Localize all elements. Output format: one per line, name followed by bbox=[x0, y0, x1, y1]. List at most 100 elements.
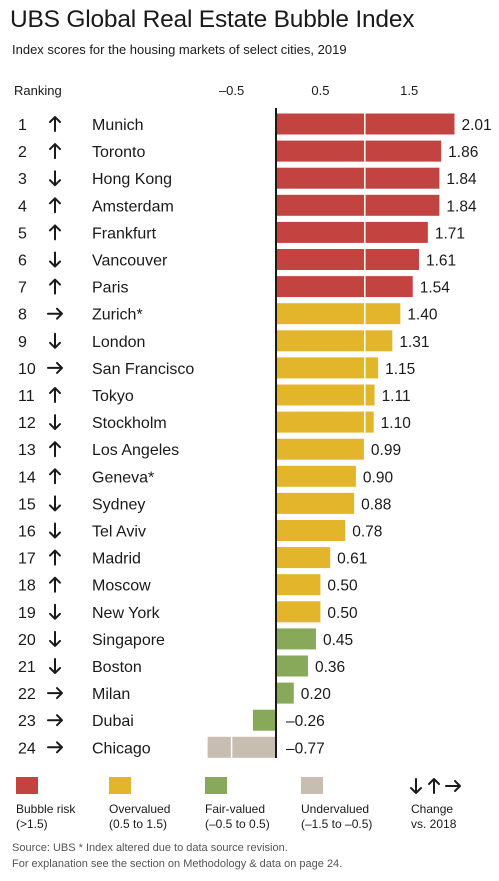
arrow-down-icon bbox=[49, 658, 61, 674]
rank-number: 24 bbox=[18, 740, 36, 757]
city-label: Madrid bbox=[92, 551, 141, 568]
value-label: 1.11 bbox=[382, 388, 411, 405]
city-label: Boston bbox=[92, 659, 142, 676]
change-legend-sublabel: vs. 2018 bbox=[411, 817, 457, 831]
rank-number: 16 bbox=[18, 524, 36, 541]
value-label: 1.71 bbox=[435, 225, 465, 242]
rank-number: 13 bbox=[18, 442, 36, 459]
bar bbox=[276, 221, 428, 243]
city-label: New York bbox=[92, 605, 161, 622]
value-label: 0.36 bbox=[315, 659, 345, 676]
bar bbox=[276, 682, 294, 704]
city-label: Chicago bbox=[92, 740, 151, 757]
value-label: 0.78 bbox=[352, 524, 382, 541]
rank-number: 7 bbox=[18, 280, 27, 297]
arrow-down-icon bbox=[49, 251, 61, 268]
city-label: Paris bbox=[92, 280, 128, 297]
arrow-up-icon bbox=[49, 116, 61, 132]
footer-source: Source: UBS * Index altered due to data … bbox=[12, 842, 288, 854]
value-label: 1.84 bbox=[446, 171, 477, 188]
value-label: 0.99 bbox=[371, 442, 401, 459]
value-label: 1.61 bbox=[426, 253, 456, 270]
rank-number: 17 bbox=[18, 551, 36, 568]
arrow-up-icon bbox=[49, 468, 61, 485]
bar bbox=[276, 249, 419, 270]
bar bbox=[276, 357, 379, 379]
arrow-down-icon bbox=[49, 170, 61, 187]
city-label: Dubai bbox=[92, 713, 134, 730]
city-label: Singapore bbox=[92, 632, 165, 649]
legend-range: (–1.5 to –0.5) bbox=[301, 817, 372, 831]
value-label: –0.77 bbox=[286, 740, 325, 757]
rank-number: 18 bbox=[18, 578, 36, 595]
city-label: Tel Aviv bbox=[92, 524, 146, 541]
legend-label: Bubble risk bbox=[16, 802, 76, 816]
rank-number: 6 bbox=[18, 253, 27, 270]
bar bbox=[252, 709, 276, 731]
city-label: Los Angeles bbox=[92, 442, 179, 459]
bar bbox=[276, 276, 413, 298]
bar bbox=[276, 465, 356, 487]
city-label: Vancouver bbox=[92, 253, 168, 270]
rank-number: 22 bbox=[18, 686, 36, 703]
city-label: Hong Kong bbox=[92, 171, 172, 188]
bar bbox=[276, 303, 401, 325]
value-label: 1.31 bbox=[399, 334, 429, 351]
bar bbox=[276, 411, 374, 433]
city-label: Tokyo bbox=[92, 388, 134, 405]
arrow-down-icon bbox=[49, 603, 61, 620]
value-label: 1.54 bbox=[420, 280, 451, 297]
change-legend-label: Change bbox=[411, 802, 453, 816]
bar bbox=[276, 384, 375, 406]
bar bbox=[276, 628, 316, 650]
value-label: 1.86 bbox=[448, 144, 478, 161]
rank-number: 20 bbox=[18, 632, 36, 649]
value-label: 2.01 bbox=[461, 117, 491, 134]
ranking-header: Ranking bbox=[14, 83, 62, 98]
value-label: 0.88 bbox=[361, 496, 391, 513]
arrow-down-icon bbox=[49, 522, 61, 539]
city-label: Frankfurt bbox=[92, 225, 157, 242]
arrow-up-icon bbox=[428, 778, 440, 794]
legend-label: Fair-valued bbox=[205, 802, 265, 816]
bar bbox=[276, 574, 321, 596]
rank-number: 3 bbox=[18, 171, 27, 188]
value-label: 1.10 bbox=[381, 415, 412, 432]
arrow-right-icon bbox=[47, 687, 63, 700]
arrow-right-icon bbox=[47, 714, 63, 727]
legend-swatch-fair bbox=[205, 777, 227, 794]
footer-methodology: For explanation see the section on Metho… bbox=[12, 858, 343, 870]
arrow-up-icon bbox=[49, 576, 61, 593]
bar bbox=[207, 736, 276, 758]
arrow-right-icon bbox=[47, 361, 63, 374]
arrow-up-icon bbox=[49, 197, 61, 214]
city-label: Toronto bbox=[92, 144, 145, 161]
city-label: Zurich* bbox=[92, 307, 143, 324]
axis-tick-label: –0.5 bbox=[219, 83, 244, 98]
rank-number: 21 bbox=[18, 659, 36, 676]
legend-range: (>1.5) bbox=[16, 817, 48, 831]
legend-label: Overvalued bbox=[109, 802, 170, 816]
arrow-right-icon bbox=[47, 741, 63, 754]
value-label: 0.90 bbox=[363, 469, 394, 486]
axis-tick-label: 0.5 bbox=[311, 83, 329, 98]
rank-number: 14 bbox=[18, 469, 36, 486]
arrow-up-icon bbox=[49, 387, 61, 403]
legend-swatch-undervalued bbox=[301, 777, 323, 794]
axis-tick-label: 1.5 bbox=[400, 83, 418, 98]
arrow-right-icon bbox=[445, 780, 461, 792]
city-label: Amsterdam bbox=[92, 198, 174, 215]
arrow-up-icon bbox=[49, 549, 61, 566]
value-label: 0.50 bbox=[327, 578, 358, 595]
city-label: Moscow bbox=[92, 578, 151, 595]
value-label: 1.15 bbox=[385, 361, 415, 378]
bar bbox=[276, 655, 308, 677]
bar bbox=[276, 167, 440, 189]
rank-number: 4 bbox=[18, 198, 27, 215]
chart-subtitle: Index scores for the housing markets of … bbox=[12, 42, 347, 57]
rank-number: 12 bbox=[18, 415, 36, 432]
value-label: –0.26 bbox=[286, 713, 325, 730]
arrow-up-icon bbox=[49, 441, 61, 458]
arrow-up-icon bbox=[49, 278, 61, 295]
bar bbox=[276, 330, 393, 352]
